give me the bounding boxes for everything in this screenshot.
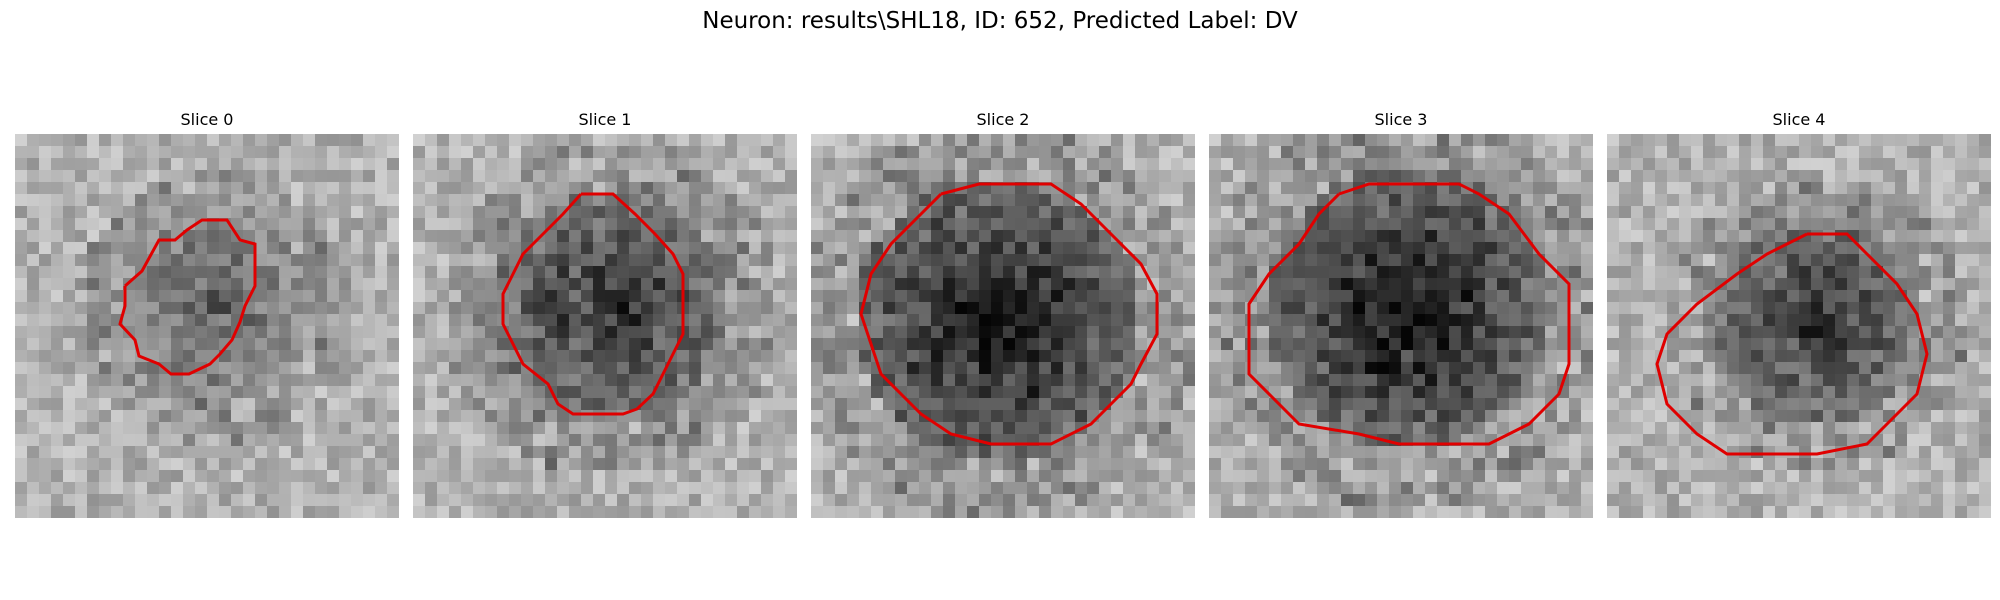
slice-title-4: Slice 4 — [1772, 110, 1826, 129]
neuron-contour-2 — [859, 182, 1159, 446]
neuron-contour-1 — [501, 192, 685, 416]
slice-title-1: Slice 1 — [578, 110, 632, 129]
slice-image-0 — [15, 134, 399, 518]
slice-title-0: Slice 0 — [180, 110, 234, 129]
neuron-contour-3 — [1247, 182, 1571, 446]
slice-image-3 — [1209, 134, 1593, 518]
slice-image-2 — [811, 134, 1195, 518]
figure-title: Neuron: results\SHL18, ID: 652, Predicte… — [702, 8, 1298, 34]
neuron-contour-4 — [1655, 232, 1929, 456]
microscopy-image-2 — [811, 134, 1195, 518]
microscopy-image-1 — [413, 134, 797, 518]
slice-image-1 — [413, 134, 797, 518]
slice-title-2: Slice 2 — [976, 110, 1030, 129]
neuron-contour-0 — [118, 218, 257, 376]
microscopy-image-3 — [1209, 134, 1593, 518]
microscopy-image-0 — [15, 134, 399, 518]
slice-image-4 — [1607, 134, 1991, 518]
slice-title-3: Slice 3 — [1374, 110, 1428, 129]
